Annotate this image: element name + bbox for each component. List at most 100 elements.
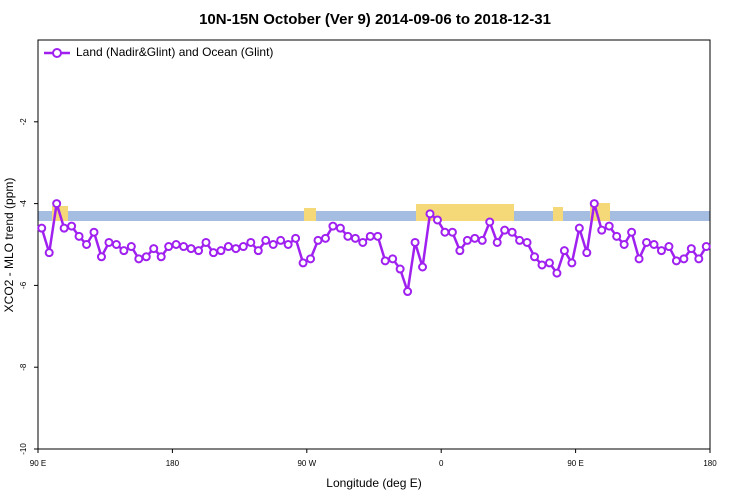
data-point xyxy=(111,240,121,249)
data-point xyxy=(335,223,345,233)
data-point xyxy=(253,246,263,256)
data-point xyxy=(492,237,502,247)
data-point xyxy=(440,227,450,237)
legend-label: Land (Nadir&Glint) and Ocean (Glint) xyxy=(76,45,273,59)
data-point xyxy=(179,242,189,252)
data-point xyxy=(567,258,577,268)
data-point xyxy=(432,215,442,225)
x-tick-label: 180 xyxy=(166,459,180,468)
data-point xyxy=(298,258,308,268)
data-point xyxy=(52,199,62,209)
data-point xyxy=(485,217,495,227)
x-axis-label: Longitude (deg E) xyxy=(326,476,421,490)
x-tick-label: 180 xyxy=(703,459,717,468)
plot-frame xyxy=(37,39,711,450)
data-point xyxy=(515,235,525,245)
data-point xyxy=(425,209,435,219)
data-point xyxy=(522,237,532,247)
data-point xyxy=(37,223,47,233)
data-point xyxy=(104,237,114,247)
data-point xyxy=(582,248,592,258)
data-point xyxy=(395,264,405,274)
data-point xyxy=(447,227,457,237)
data-point xyxy=(530,252,540,262)
data-point xyxy=(612,231,622,241)
data-point xyxy=(231,244,241,254)
data-point xyxy=(410,237,420,247)
y-tick-label: -4 xyxy=(19,199,28,207)
data-point xyxy=(388,254,398,264)
data-point xyxy=(82,240,92,249)
data-point xyxy=(268,240,278,249)
data-point xyxy=(358,237,368,247)
data-point xyxy=(126,242,136,252)
land-mask xyxy=(38,203,710,221)
data-point xyxy=(186,244,196,254)
land-patch xyxy=(304,208,316,221)
legend-marker xyxy=(52,48,62,58)
x-tick-label: 90 W xyxy=(297,459,316,468)
data-point xyxy=(171,240,181,249)
land-patch xyxy=(553,207,563,221)
data-point xyxy=(208,248,218,258)
data-point xyxy=(373,231,383,241)
data-point xyxy=(350,233,360,243)
data-point xyxy=(59,223,69,233)
data-point xyxy=(201,237,211,247)
data-point xyxy=(701,242,711,252)
y-tick-label: -8 xyxy=(19,363,28,371)
data-point xyxy=(276,235,286,245)
data-point xyxy=(343,231,353,241)
data-point xyxy=(134,254,144,264)
x-tick-label: 90 E xyxy=(30,459,46,468)
data-point xyxy=(649,240,659,249)
data-point xyxy=(403,287,413,297)
data-point xyxy=(365,231,375,241)
data-point xyxy=(544,258,554,268)
data-point xyxy=(642,237,652,247)
data-point xyxy=(634,254,644,264)
y-tick-label: -6 xyxy=(19,281,28,289)
data-point xyxy=(552,268,562,278)
data-point xyxy=(462,235,472,245)
data-point xyxy=(507,227,517,237)
data-point xyxy=(380,256,390,266)
data-point xyxy=(559,246,569,256)
data-point xyxy=(500,225,510,235)
data-point xyxy=(96,252,106,262)
data-point xyxy=(164,242,174,252)
data-point xyxy=(246,237,256,247)
data-point xyxy=(619,240,629,249)
y-tick-label: -2 xyxy=(19,118,28,126)
x-tick-label: 0 xyxy=(439,459,444,468)
data-point xyxy=(223,242,233,252)
data-point xyxy=(74,231,84,241)
y-tick-label: -10 xyxy=(19,443,28,455)
data-point xyxy=(89,227,99,237)
data-point xyxy=(664,242,674,252)
x-tick-label: 90 E xyxy=(567,459,583,468)
data-point xyxy=(418,262,428,272)
data-point xyxy=(156,252,166,262)
data-point xyxy=(283,240,293,249)
data-point xyxy=(313,235,323,245)
data-point xyxy=(597,225,607,235)
data-point xyxy=(328,221,338,231)
data-point xyxy=(537,260,547,270)
data-point xyxy=(44,248,54,258)
data-point xyxy=(694,254,704,264)
data-point xyxy=(238,242,248,252)
data-point xyxy=(477,235,487,245)
data-point xyxy=(141,252,151,262)
data-point xyxy=(261,235,271,245)
mask-band xyxy=(38,211,710,221)
chart-title: 10N-15N October (Ver 9) 2014-09-06 to 20… xyxy=(199,11,551,28)
data-point xyxy=(291,233,301,243)
data-point xyxy=(306,254,316,264)
data-point xyxy=(589,199,599,209)
data-point xyxy=(671,256,681,266)
y-axis-label: XCO2 - MLO trend (ppm) xyxy=(2,178,16,313)
data-point xyxy=(455,246,465,256)
